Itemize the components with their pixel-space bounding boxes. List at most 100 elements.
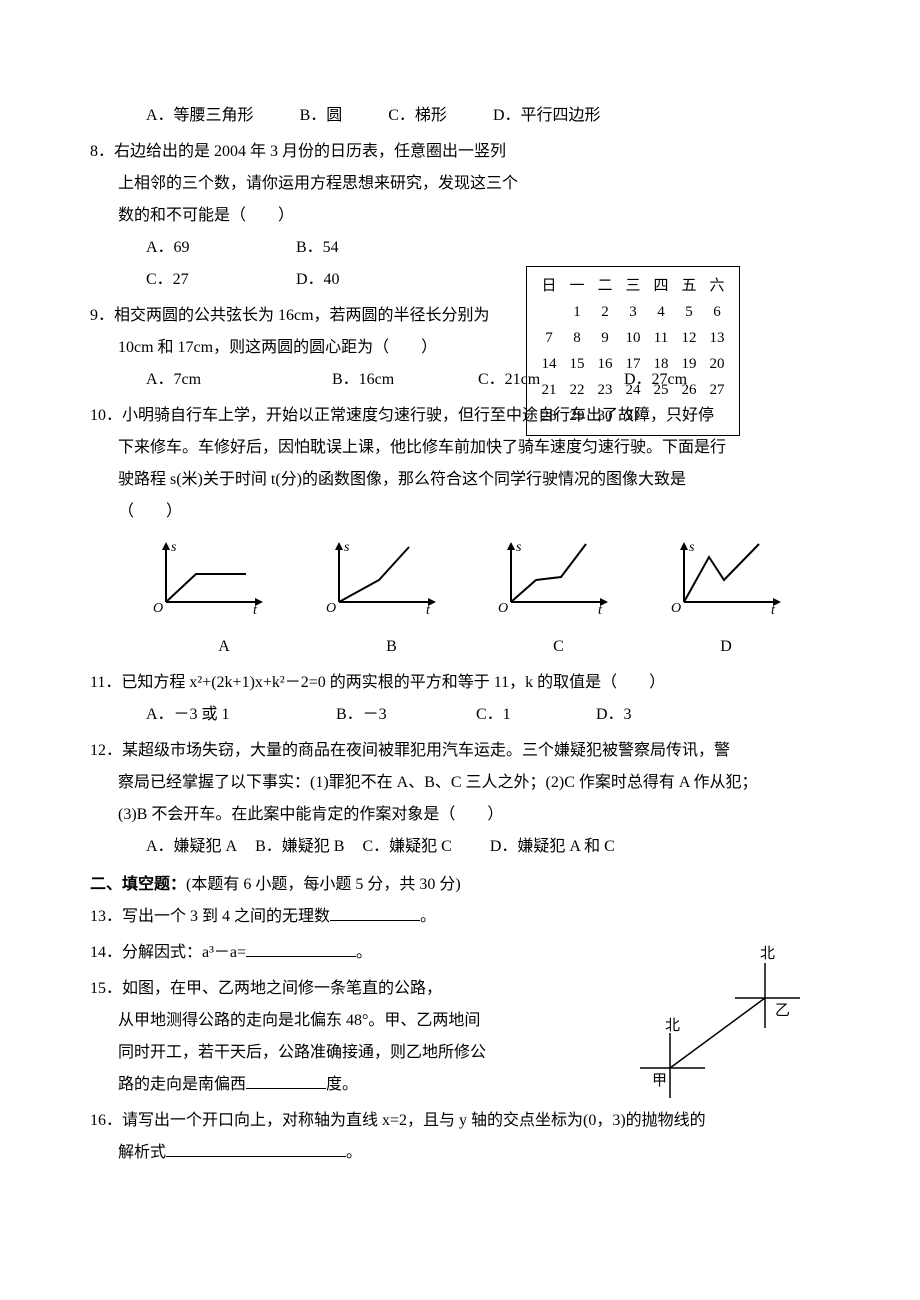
calendar-row: 1 2 3 4 5 6 — [535, 299, 731, 325]
q12: 12．某超级市场失窃，大量的商品在夜间被罪犯用汽车运走。三个嫌疑犯被警察局传讯，… — [90, 735, 830, 863]
q16-line2-suffix: 。 — [346, 1144, 362, 1161]
q13-blank — [330, 902, 420, 921]
q11-opt-b: B．－3 — [336, 699, 416, 731]
q7-opt-c: C．梯形 — [388, 100, 447, 132]
q12-opt-d: D．嫌疑犯 A 和 C — [490, 831, 615, 863]
graph-b: s O t — [314, 534, 444, 631]
calendar-header-row: 日 一 二 三 四 五 六 — [535, 273, 731, 299]
q7-opt-d: D．平行四边形 — [493, 100, 601, 132]
cal-h-6: 六 — [703, 273, 731, 299]
q10-line2: 下来修车。车修好后，因怕耽误上课，他比修车前加快了骑车速度匀速行驶。下面是行 — [90, 432, 830, 464]
cal-h-1: 一 — [563, 273, 591, 299]
svg-text:s: s — [344, 540, 350, 555]
q12-opt-c: C．嫌疑犯 C — [362, 831, 451, 863]
svg-text:t: t — [598, 603, 603, 618]
label-a: A — [218, 631, 230, 663]
svg-text:s: s — [689, 540, 695, 555]
graph-a: s O t — [141, 534, 271, 631]
calendar-row: 14 15 16 17 18 19 20 — [535, 351, 731, 377]
q15-line4: 路的走向是南偏西度。 — [90, 1069, 590, 1101]
q8-options-1: A．69 B．54 — [90, 232, 570, 264]
cal-h-4: 四 — [647, 273, 675, 299]
q12-line2: 察局已经掌握了以下事实：(1)罪犯不在 A、B、C 三人之外；(2)C 作案时总… — [90, 767, 830, 799]
q8-opt-a: A．69 — [146, 232, 296, 264]
cal-h-3: 三 — [619, 273, 647, 299]
svg-text:O: O — [671, 601, 681, 616]
q15-blank — [246, 1070, 326, 1089]
graph-b-svg: s O t — [314, 534, 444, 619]
north-yi: 北 — [760, 945, 775, 962]
q14-text: 14．分解因式：a³－a= — [90, 944, 246, 961]
q16-line2-prefix: 解析式 — [118, 1144, 166, 1161]
q12-options: A．嫌疑犯 A B．嫌疑犯 B C．嫌疑犯 C D．嫌疑犯 A 和 C — [90, 831, 830, 863]
q15-line1: 15．如图，在甲、乙两地之间修一条笔直的公路， — [90, 973, 590, 1005]
q12-line3: (3)B 不会开车。在此案中能肯定的作案对象是（ ） — [90, 799, 830, 831]
q14-blank — [246, 938, 356, 957]
q12-line1: 12．某超级市场失窃，大量的商品在夜间被罪犯用汽车运走。三个嫌疑犯被警察局传讯，… — [90, 735, 830, 767]
graph-c-svg: s O t — [486, 534, 616, 619]
calendar-table: 日 一 二 三 四 五 六 1 2 3 4 5 6 7 8 9 10 — [526, 266, 740, 436]
q8-line3: 数的和不可能是（ ） — [90, 200, 570, 232]
section2-sub: (本题有 6 小题，每小题 5 分，共 30 分) — [186, 876, 461, 893]
jia-label: 甲 — [652, 1073, 667, 1089]
cal-h-2: 二 — [591, 273, 619, 299]
q8-options-2: C．27 D．40 — [90, 264, 570, 296]
label-c: C — [553, 631, 564, 663]
q12-opt-b: B．嫌疑犯 B — [255, 831, 344, 863]
graph-a-svg: s O t — [141, 534, 271, 619]
compass-diagram: 北 乙 北 甲 — [620, 943, 820, 1115]
svg-text:O: O — [326, 601, 336, 616]
q13: 13．写出一个 3 到 4 之间的无理数 。 — [90, 901, 830, 933]
section2-header: 二、填空题：(本题有 6 小题，每小题 5 分，共 30 分) — [90, 869, 830, 901]
q8-opt-d: D．40 — [296, 264, 340, 296]
graph-d-svg: s O t — [659, 534, 789, 619]
q8-opt-b: B．54 — [296, 232, 339, 264]
graph-c: s O t — [486, 534, 616, 631]
q13-text: 13．写出一个 3 到 4 之间的无理数 — [90, 908, 330, 925]
cal-h-5: 五 — [675, 273, 703, 299]
calendar-row: 7 8 9 10 11 12 13 — [535, 325, 731, 351]
svg-text:O: O — [498, 601, 508, 616]
svg-text:t: t — [771, 603, 776, 618]
q15-line3: 同时开工，若干天后，公路准确接通，则乙地所修公 — [90, 1037, 590, 1069]
graph-d: s O t — [659, 534, 789, 631]
q9-opt-b: B．16cm — [332, 364, 432, 396]
axis-o: O — [153, 601, 163, 616]
q10-graphs: s O t s O t s — [90, 528, 830, 631]
q11-opt-a: A．－3 或 1 — [146, 699, 276, 731]
q8-opt-c: C．27 — [146, 264, 296, 296]
q10-line4: （ ） — [90, 496, 830, 528]
q11-opt-c: C．1 — [476, 699, 536, 731]
q10: 10．小明骑自行车上学，开始以正常速度匀速行驶，但行至中途自行车出了故障，只好停… — [90, 400, 830, 663]
axis-t: t — [253, 603, 258, 618]
q11-options: A．－3 或 1 B．－3 C．1 D．3 — [90, 699, 830, 731]
q16-blank — [166, 1138, 346, 1157]
section2-title: 二、填空题： — [90, 876, 186, 893]
q7-opt-b: B．圆 — [300, 100, 343, 132]
svg-text:s: s — [516, 540, 522, 555]
q15-line2: 从甲地测得公路的走向是北偏东 48°。甲、乙两地间 — [90, 1005, 590, 1037]
q7-opt-a: A．等腰三角形 — [146, 100, 254, 132]
north-jia: 北 — [665, 1017, 680, 1034]
yi-label: 乙 — [775, 1003, 790, 1019]
q8-line1: 8．右边给出的是 2004 年 3 月份的日历表，任意圈出一竖列 — [90, 136, 570, 168]
q13-suffix: 。 — [420, 908, 436, 925]
compass-svg: 北 乙 北 甲 — [620, 943, 820, 1103]
q11-opt-d: D．3 — [596, 699, 632, 731]
q10-graph-labels: A B C D — [90, 631, 830, 663]
q16-line2: 解析式 。 — [90, 1137, 830, 1169]
q11: 11．已知方程 x²+(2k+1)x+k²－2=0 的两实根的平方和等于 11，… — [90, 667, 830, 731]
q15-line4-prefix: 路的走向是南偏西 — [118, 1076, 246, 1093]
calendar-row: 28 29 30 31 — [535, 403, 731, 429]
q15: 北 乙 北 甲 15．如图，在甲、乙两地之间修一条笔直的公路， 从甲地测得公路的… — [90, 973, 830, 1101]
q11-line1: 11．已知方程 x²+(2k+1)x+k²－2=0 的两实根的平方和等于 11，… — [90, 667, 830, 699]
axis-s: s — [171, 540, 177, 555]
label-d: D — [720, 631, 732, 663]
cal-h-0: 日 — [535, 273, 563, 299]
svg-text:t: t — [426, 603, 431, 618]
q7-options-row: A．等腰三角形 B．圆 C．梯形 D．平行四边形 — [90, 100, 830, 132]
label-b: B — [386, 631, 397, 663]
q7-options: A．等腰三角形 B．圆 C．梯形 D．平行四边形 — [90, 100, 830, 132]
q14-suffix: 。 — [356, 944, 372, 961]
q10-line3: 驶路程 s(米)关于时间 t(分)的函数图像，那么符合这个同学行驶情况的图像大致… — [90, 464, 830, 496]
